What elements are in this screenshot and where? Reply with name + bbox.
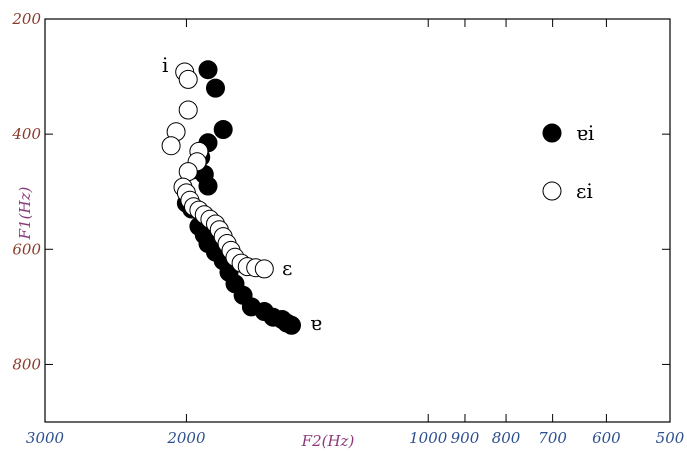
data-point-open bbox=[178, 69, 198, 89]
annotation-i: i bbox=[162, 53, 168, 77]
x-tick-label: 3000 bbox=[26, 429, 65, 447]
series-open-points bbox=[161, 62, 274, 279]
data-point-filled bbox=[213, 120, 233, 139]
legend-label-open: ɛi bbox=[576, 179, 593, 203]
legend-label-filled: ɐi bbox=[576, 121, 594, 145]
data-point-filled bbox=[198, 60, 218, 80]
y-axis: 200 400 600 800 bbox=[11, 10, 670, 373]
x-axis: 3000 2000 1000 900 800 700 600 500 bbox=[26, 19, 685, 447]
legend-marker-open bbox=[542, 181, 562, 201]
x-tick-label: 800 bbox=[492, 429, 521, 447]
x-tick-label: 700 bbox=[538, 429, 567, 447]
legend-marker-filled bbox=[542, 123, 562, 143]
data-point-open bbox=[254, 259, 274, 279]
y-tick-label: 800 bbox=[12, 355, 41, 373]
annotation-open-e: ɛ bbox=[282, 256, 292, 280]
y-tick-label: 200 bbox=[11, 10, 41, 28]
x-tick-label: 500 bbox=[656, 429, 685, 447]
y-axis-title: F1(Hz) bbox=[16, 187, 34, 241]
y-tick-label: 600 bbox=[12, 240, 41, 258]
annotation-turned-a: ɐ bbox=[310, 311, 322, 335]
x-tick-label: 900 bbox=[451, 429, 480, 447]
x-tick-label: 2000 bbox=[166, 429, 206, 447]
plot-frame bbox=[44, 18, 671, 423]
data-point-open bbox=[178, 100, 198, 120]
x-axis-title: F2(Hz) bbox=[301, 432, 355, 450]
data-point-filled bbox=[198, 176, 218, 196]
x-tick-label: 1000 bbox=[409, 429, 448, 447]
data-point-filled bbox=[282, 315, 301, 335]
legend: ɐi ɛi bbox=[542, 121, 594, 203]
y-tick-label: 400 bbox=[11, 125, 41, 143]
data-point-open bbox=[161, 136, 181, 156]
data-point-filled bbox=[206, 78, 225, 98]
x-tick-label: 600 bbox=[592, 429, 621, 447]
